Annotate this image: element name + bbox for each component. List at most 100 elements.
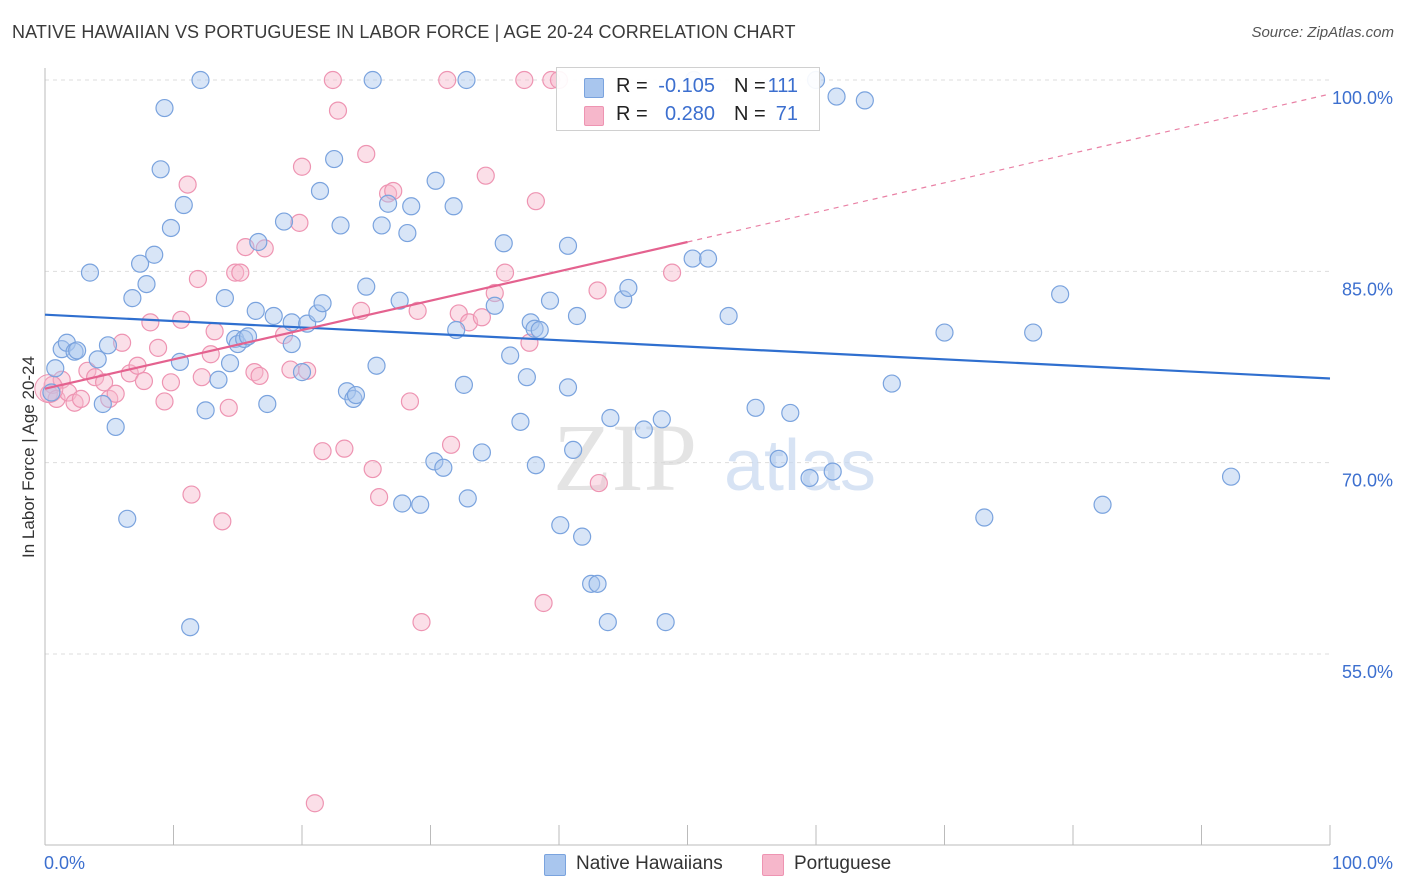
- data-point: [558, 378, 578, 397]
- data-point: [71, 389, 91, 408]
- n-value: 71: [775, 103, 798, 125]
- data-point: [313, 442, 332, 461]
- data-point: [1024, 323, 1043, 342]
- data-point: [683, 249, 702, 268]
- data-point: [746, 398, 765, 417]
- data-point: [118, 509, 137, 528]
- data-point: [567, 306, 587, 326]
- data-point: [564, 440, 583, 460]
- data-point: [588, 281, 607, 300]
- data-point: [495, 263, 515, 282]
- data-point: [215, 289, 234, 308]
- blue-swatch: [584, 78, 604, 98]
- data-point: [719, 306, 738, 326]
- data-point: [656, 613, 675, 632]
- data-point: [209, 370, 228, 389]
- data-point: [328, 101, 348, 120]
- data-point: [530, 320, 549, 340]
- data-point: [378, 184, 398, 203]
- legend-label: Portuguese: [794, 853, 892, 874]
- data-point: [192, 368, 211, 387]
- data-point: [130, 254, 150, 273]
- data-point: [1093, 495, 1112, 514]
- data-point: [145, 245, 164, 264]
- y-axis-label: In Labor Force | Age 20-24: [19, 356, 38, 558]
- data-point: [93, 394, 112, 414]
- data-point: [323, 70, 342, 90]
- data-point: [540, 291, 560, 310]
- data-point: [652, 410, 671, 429]
- portuguese-trend-line: [44, 240, 688, 390]
- r-value: 0.280: [664, 103, 715, 125]
- data-point: [363, 70, 382, 90]
- tick-labels: 100.0% 85.0% 70.0% 55.0% 0.0% 100.0%: [44, 88, 1393, 873]
- data-point: [472, 443, 491, 462]
- data-point: [174, 195, 193, 215]
- data-point: [249, 232, 268, 252]
- data-point: [290, 213, 309, 232]
- data-point: [411, 495, 430, 514]
- data-point: [494, 234, 513, 253]
- data-point: [274, 212, 294, 231]
- y-tick-label: 100.0%: [1332, 88, 1393, 108]
- data-point: [573, 527, 592, 546]
- data-point: [485, 296, 504, 315]
- data-point: [106, 384, 125, 403]
- trend-lines: [44, 93, 1331, 390]
- data-point: [698, 249, 718, 268]
- data-point: [246, 301, 265, 320]
- data-point: [98, 336, 118, 355]
- data-point: [80, 263, 100, 282]
- data-point: [134, 371, 154, 391]
- data-point: [408, 301, 427, 320]
- y-tick-label: 55.0%: [1342, 662, 1393, 682]
- data-point: [305, 794, 324, 813]
- data-point: [250, 366, 269, 386]
- n-label: N =: [734, 103, 766, 125]
- data-point: [172, 310, 191, 329]
- legend-row-portuguese: R = 0.280 N = 71: [557, 100, 819, 128]
- data-point: [231, 263, 250, 282]
- data-point: [372, 216, 391, 235]
- data-point: [95, 373, 114, 392]
- data-point: [400, 392, 420, 411]
- data-point: [106, 417, 125, 437]
- data-point: [191, 70, 210, 90]
- data-point: [882, 374, 901, 393]
- data-point: [589, 473, 608, 493]
- data-point: [800, 468, 819, 488]
- data-point: [515, 70, 534, 90]
- data-point: [517, 368, 536, 387]
- n-label: N =: [734, 75, 766, 97]
- data-point: [441, 435, 461, 454]
- y-tick-label: 85.0%: [1342, 279, 1393, 299]
- r-value: -0.105: [658, 75, 715, 97]
- native-hawaiian-points: [42, 70, 1241, 637]
- data-point: [378, 194, 398, 213]
- data-point: [619, 278, 638, 298]
- data-point: [181, 618, 200, 637]
- data-point: [823, 462, 842, 481]
- data-point: [425, 452, 444, 471]
- data-point: [196, 401, 215, 420]
- data-point: [201, 345, 220, 364]
- data-point: [370, 488, 389, 507]
- data-point: [205, 322, 224, 341]
- data-point: [313, 294, 332, 313]
- data-point: [137, 274, 156, 294]
- data-point: [282, 334, 301, 354]
- data-point: [357, 277, 376, 296]
- data-point: [855, 91, 874, 110]
- r-label: R =: [616, 103, 648, 125]
- data-point: [88, 350, 107, 369]
- blue-swatch: [544, 854, 566, 876]
- data-point: [148, 338, 168, 357]
- data-point: [558, 236, 578, 255]
- data-point: [598, 613, 617, 632]
- data-point: [310, 181, 330, 201]
- source-credit: Source: ZipAtlas.com: [1251, 24, 1394, 41]
- data-point: [308, 304, 327, 323]
- data-point: [264, 306, 283, 326]
- data-point: [444, 197, 463, 216]
